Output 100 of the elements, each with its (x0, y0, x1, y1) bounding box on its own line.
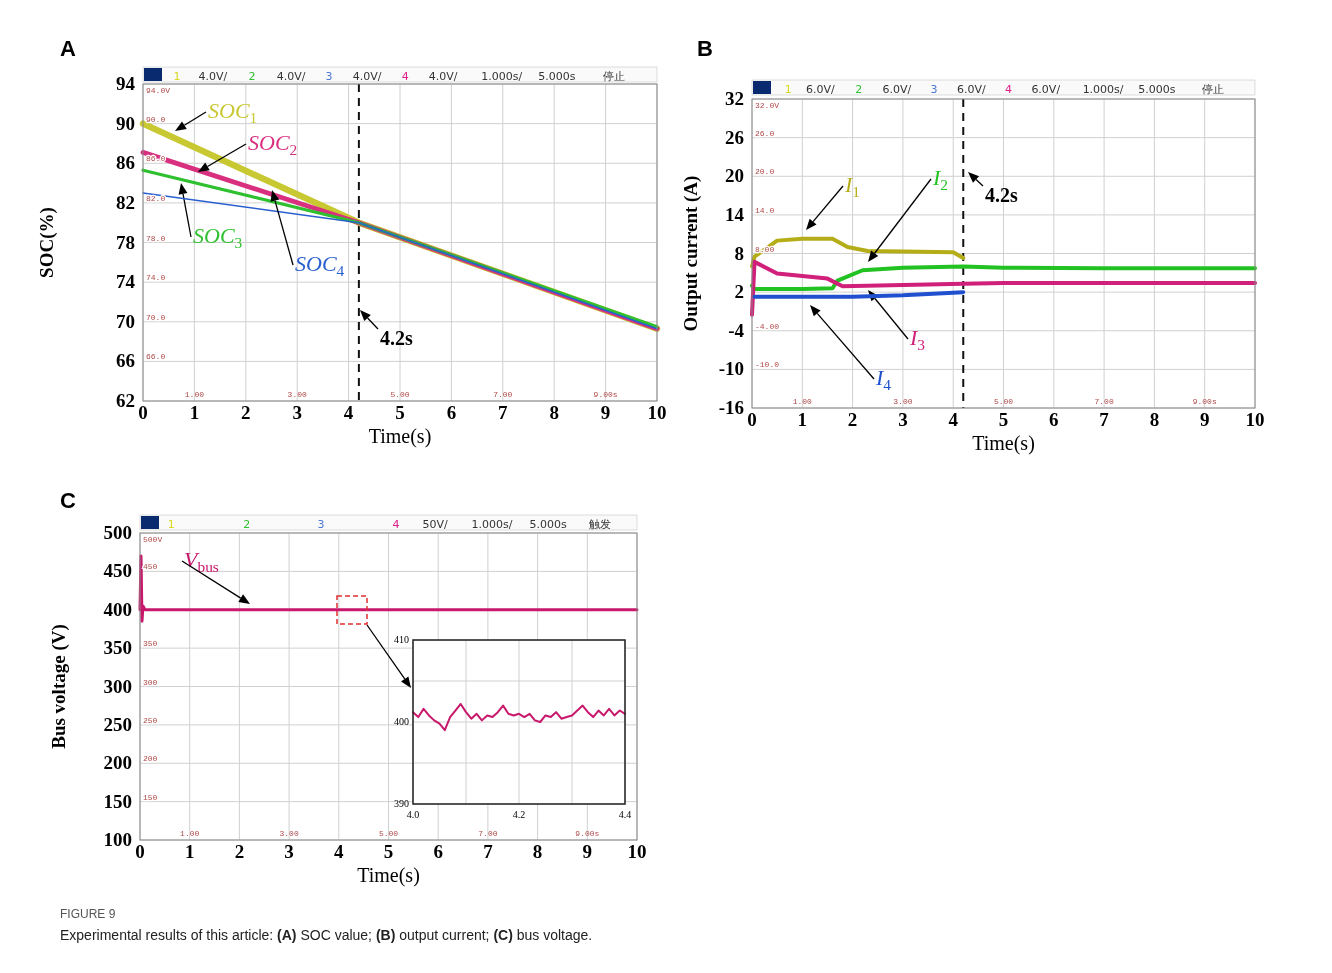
y-tick-label: 450 (103, 560, 132, 582)
annotation: 150 (143, 792, 158, 802)
text: I$_{4}$ (875, 365, 892, 393)
x-tick-label: 5 (998, 409, 1009, 430)
x-tick-label: 0 (138, 402, 148, 423)
x-tick-label: 1 (189, 402, 200, 423)
y-tick-label: 400 (103, 598, 132, 620)
y-tick-label: 390 (394, 798, 409, 809)
y-tick-label: 32 (725, 88, 744, 109)
y-tick-label: 250 (103, 713, 132, 735)
x-tick-label: 1 (797, 409, 808, 430)
text: 3 (930, 83, 938, 96)
y-tick-label: 500 (103, 522, 132, 543)
annotation: 74.0 (146, 273, 166, 283)
x-tick-label: 3 (284, 841, 294, 862)
annotation: 3.00 (287, 390, 307, 399)
series-label: I$_{1}$ (844, 172, 861, 200)
y-tick-label: 400 (394, 716, 409, 727)
x-tick-label: 0 (747, 409, 757, 430)
ref-line-label: 4.2s (380, 327, 413, 349)
chart-title: A (60, 36, 76, 61)
text: 5.000s (529, 518, 567, 531)
annotation: 82.0 (146, 193, 166, 203)
x-tick-label: 7 (1099, 409, 1110, 430)
annotation: -10.0 (755, 360, 780, 370)
text: 4 (401, 70, 409, 83)
x-tick-label: 2 (241, 402, 251, 423)
y-tick-label: 200 (103, 752, 132, 774)
x-tick-label: 5 (383, 841, 394, 862)
x-tick-label: 10 (1245, 409, 1265, 430)
text: 停止 (1201, 83, 1224, 96)
text: 3 (325, 70, 333, 83)
series-label: SOC$_{3}$ (193, 223, 243, 251)
caption: FIGURE 9 (60, 907, 116, 921)
x-tick-label: 6 (446, 402, 457, 423)
text: Experimental results of this article: (A) SOC value; (B) output current; (C) bus voltage. (60, 927, 593, 943)
text: 4.0V/ (276, 70, 306, 83)
annotation: 20.0 (755, 167, 775, 177)
x-tick-label: 6 (1049, 409, 1059, 430)
series-label: I$_{3}$ (909, 325, 926, 353)
y-tick-label: 66 (116, 350, 135, 372)
text: 1 (784, 83, 792, 96)
chart-title: C (60, 488, 76, 513)
annotation: 94.0V (146, 86, 171, 95)
text: I$_{2}$ (932, 165, 949, 193)
x-tick-label: 1 (184, 841, 195, 862)
x-tick-label: 10 (647, 402, 667, 423)
text: 4.0V/ (352, 70, 382, 83)
x-tick-label: 7 (483, 841, 494, 862)
y-axis-title: Bus voltage (V) (48, 624, 70, 749)
text: 4 (392, 518, 400, 531)
text: 4 (1005, 83, 1013, 96)
annotation: 86.0 (146, 154, 166, 164)
annotation: 90.0 (146, 114, 166, 124)
x-tick-label: 4.2 (512, 809, 526, 820)
text: 1 (167, 518, 175, 531)
x-tick-label: 9 (582, 841, 593, 862)
x-axis-title: Time(s) (357, 864, 420, 887)
x-tick-label: 3 (898, 409, 908, 430)
x-tick-label: 8 (1149, 409, 1160, 430)
y-tick-label: 300 (103, 675, 132, 697)
y-tick-label: 94 (116, 73, 136, 94)
annotation: 66.0 (146, 352, 166, 362)
annotation: 9.00s (575, 829, 600, 838)
annotation: 7.00 (493, 390, 513, 399)
y-tick-label: -10 (718, 358, 744, 380)
text: 1 (173, 70, 181, 83)
annotation: 500V (143, 535, 163, 544)
annotation: 250 (143, 715, 158, 725)
annotation: 78.0 (146, 233, 166, 243)
x-tick-label: 2 (847, 409, 858, 430)
text: 1.000s/ (471, 518, 513, 531)
text: 6.0V/ (806, 83, 836, 96)
x-tick-label: 4.0 (406, 809, 420, 820)
x-tick-label: 7 (498, 402, 509, 423)
y-tick-label: 86 (116, 152, 135, 174)
x-tick-label: 8 (532, 841, 543, 862)
annotation: 5.00 (378, 829, 399, 838)
annotation: 3.00 (279, 829, 299, 838)
annotation: 300 (143, 677, 158, 687)
y-tick-label: 14 (725, 203, 745, 225)
x-tick-label: 4.4 (618, 809, 632, 820)
series-label: SOC$_{4}$ (295, 251, 345, 279)
annotation: 14.0 (755, 205, 775, 215)
annotation: 5.00 (390, 390, 410, 399)
text: 停止 (602, 70, 625, 83)
text: 2 (855, 83, 863, 96)
text: 6.0V/ (882, 83, 912, 96)
annotation: 26.0 (755, 128, 775, 138)
x-tick-label: 2 (234, 841, 245, 862)
x-tick-label: 4 (948, 409, 959, 430)
x-tick-label: 5 (395, 402, 405, 423)
y-tick-label: 410 (394, 634, 409, 645)
y-tick-label: 26 (725, 126, 744, 148)
text: 6.0V/ (956, 83, 986, 96)
x-tick-label: 0 (135, 841, 145, 862)
annotation: 70.0 (146, 312, 166, 322)
x-tick-label: 8 (549, 402, 559, 423)
text: 4.0V/ (428, 70, 458, 83)
text: 1.000s/ (481, 70, 523, 83)
